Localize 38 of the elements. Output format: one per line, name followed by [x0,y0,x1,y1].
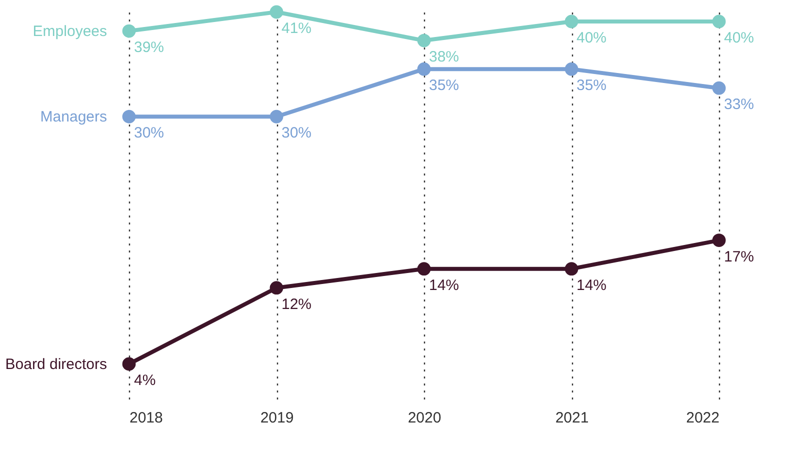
data-label: 14% [576,276,607,294]
data-label: 30% [282,124,312,142]
point [712,234,726,247]
point [122,357,136,371]
data-label: 30% [134,124,164,142]
data-label: 17% [724,248,754,266]
point [417,262,431,276]
data-label: 33% [724,96,754,114]
data-label: 14% [429,276,460,294]
point [712,81,726,95]
x-tick-label: 2019 [260,410,294,426]
point [270,5,284,19]
point [270,281,284,295]
series-label: Managers [40,108,107,126]
data-label: 40% [576,30,607,47]
point [564,62,578,76]
data-label: 39% [134,39,164,56]
point [417,62,431,76]
x-tick-label: 2018 [130,410,163,426]
point [122,24,136,38]
point [417,34,431,48]
data-label: 40% [724,30,754,47]
data-label: 35% [429,77,460,94]
point [564,262,578,276]
data-label: 41% [282,20,312,37]
point [564,14,578,28]
point [712,14,726,28]
x-tick-label: 2020 [408,410,442,426]
series-label: Employees [32,23,107,40]
series-label: Board directors [5,356,107,373]
x-tick-label: 2021 [555,410,589,426]
data-label: 35% [576,77,607,94]
data-label: 38% [429,48,460,66]
data-label: 4% [134,372,156,389]
data-label: 12% [282,296,312,313]
point [122,110,136,124]
x-tick-label: 2022 [686,410,720,426]
point [270,110,284,124]
